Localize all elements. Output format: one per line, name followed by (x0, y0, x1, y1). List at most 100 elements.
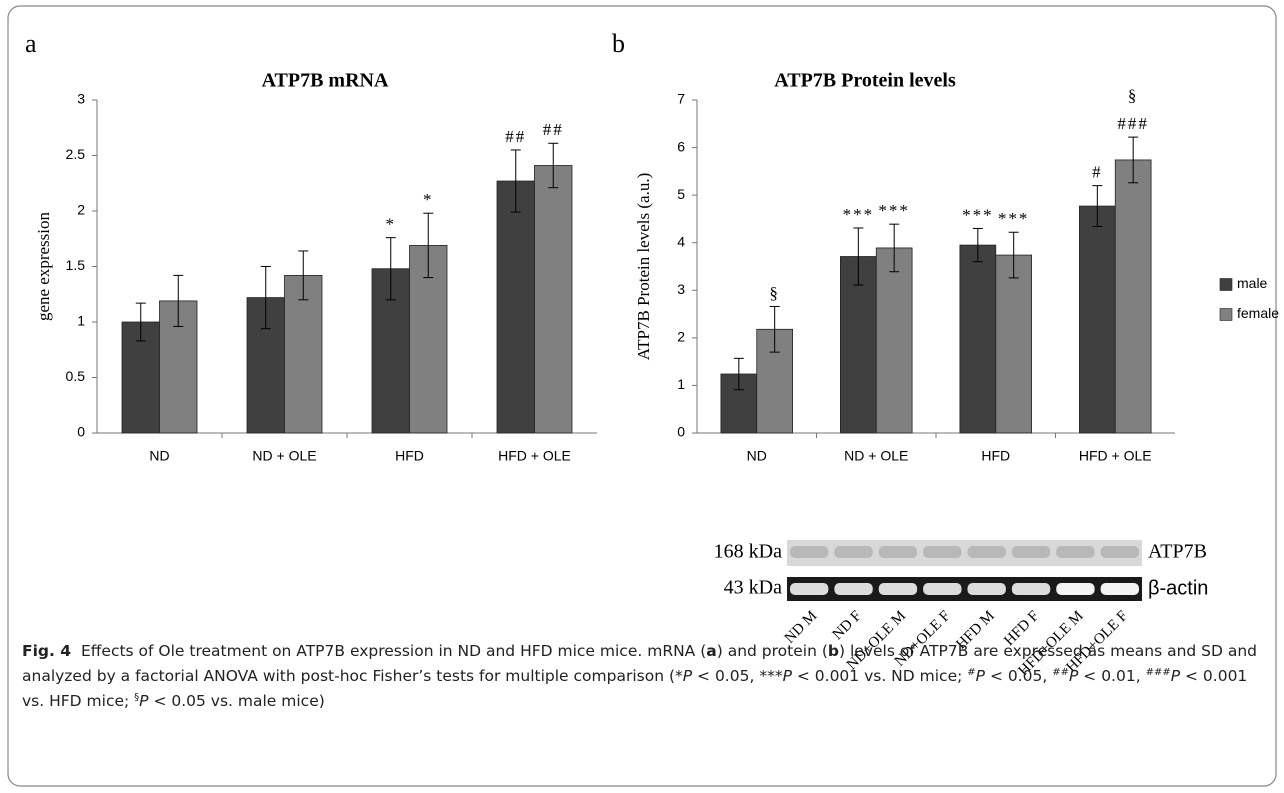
annotation: *** (878, 201, 910, 220)
band (967, 583, 1006, 595)
bar (840, 256, 877, 434)
bar (496, 180, 535, 434)
annotation: * (423, 190, 434, 209)
caption-text: § (134, 692, 140, 704)
error-bar (548, 142, 559, 189)
caption-text: < 0.001 vs. ND mice; (791, 667, 968, 686)
x-tick-label: HFD (981, 448, 1010, 464)
error-bar (1092, 185, 1103, 228)
error-bar (1128, 136, 1139, 184)
annotation: ## (505, 127, 526, 146)
band (1056, 546, 1095, 558)
annotation: # (1092, 163, 1103, 182)
caption-text: P (975, 667, 986, 686)
y-tick-label: 3 (77, 91, 85, 107)
error-bar (135, 302, 146, 342)
error-bar (769, 305, 780, 353)
bar (959, 244, 997, 434)
caption-label: Fig. 4 (22, 642, 72, 660)
band (923, 583, 962, 595)
error-bar (972, 227, 983, 263)
bar (1114, 159, 1152, 434)
band (790, 583, 829, 595)
caption-text: P (139, 692, 149, 711)
band (834, 546, 873, 558)
band-size: 168 kDa (714, 541, 782, 563)
error-bar (385, 237, 396, 301)
y-tick-label: 3 (677, 281, 685, 297)
error-bar (298, 250, 309, 301)
annotation: ### (1117, 114, 1149, 133)
caption-text: ### (1145, 667, 1171, 678)
error-bar (423, 212, 434, 279)
annotation: * (386, 215, 397, 234)
y-tick-label: 1 (677, 376, 685, 392)
caption-text: < 0.01, (1078, 667, 1146, 686)
chart-title: ATP7B Protein levels (774, 70, 956, 92)
y-tick-label: 0 (77, 424, 85, 440)
x-tick-label: ND (747, 448, 767, 464)
y-tick-label: 4 (677, 233, 685, 249)
y-tick-label: 6 (677, 138, 685, 154)
x-tick-label: ND (149, 448, 169, 464)
caption-text: P (1170, 667, 1181, 686)
caption-text: b (827, 642, 839, 660)
y-tick-label: 0 (677, 424, 685, 440)
caption: Fig. 4 Effects of Ole treatment on ATP7B… (22, 640, 1267, 712)
chart-title: ATP7B mRNA (262, 70, 389, 92)
bar (1079, 205, 1116, 434)
caption-text: P (1069, 667, 1079, 686)
y-axis-label: ATP7B Protein levels (a.u.) (634, 173, 653, 360)
caption-text: P (682, 667, 693, 686)
lane-label: ND F (830, 608, 865, 643)
annotation: *** (998, 209, 1030, 228)
band (1011, 546, 1051, 558)
band (878, 546, 918, 558)
band (923, 546, 962, 558)
error-bar (1008, 231, 1019, 279)
legend-label: female (1237, 305, 1279, 321)
annotation: § (769, 283, 780, 302)
caption-text: P (782, 667, 792, 686)
error-bar (889, 223, 900, 273)
y-axis-label: gene expression (34, 211, 53, 321)
panel-label: b (612, 29, 625, 58)
error-bar (510, 149, 521, 213)
caption-text: Effects of Ole treatment on ATP7B expres… (80, 642, 707, 660)
x-tick-label: HFD (395, 448, 424, 464)
bar (756, 328, 793, 434)
error-bar (853, 227, 864, 286)
band (1056, 583, 1095, 595)
legend-swatch (1219, 308, 1233, 321)
annotation: *** (962, 205, 994, 224)
caption-text: < 0.001 vs. HFD mice; (22, 667, 1248, 711)
protein-name: ATP7B (1148, 541, 1207, 563)
band (967, 546, 1006, 558)
panel-label: a (25, 29, 37, 58)
caption-text: a (706, 642, 717, 660)
error-bar (733, 357, 744, 391)
bar (875, 247, 913, 434)
y-tick-label: 7 (677, 91, 685, 107)
error-bar (260, 266, 271, 330)
y-tick-label: 2.5 (66, 146, 86, 162)
error-bar (173, 274, 184, 327)
annotation: ## (543, 120, 564, 139)
caption-text: ) and protein ( (716, 642, 828, 660)
band (1100, 546, 1139, 558)
y-tick-label: 2 (677, 329, 685, 345)
x-tick-label: ND + OLE (844, 448, 908, 464)
band (1100, 583, 1139, 595)
protein-name: β-actin (1148, 577, 1208, 599)
legend-swatch (1219, 278, 1233, 291)
y-tick-label: 1 (77, 313, 85, 329)
band (790, 546, 829, 558)
annotation: *** (843, 205, 875, 224)
caption-text: # (967, 667, 976, 678)
band (1011, 583, 1051, 595)
caption-text: < 0.05, (985, 667, 1053, 686)
band-size: 43 kDa (724, 577, 782, 599)
bar (995, 254, 1032, 434)
